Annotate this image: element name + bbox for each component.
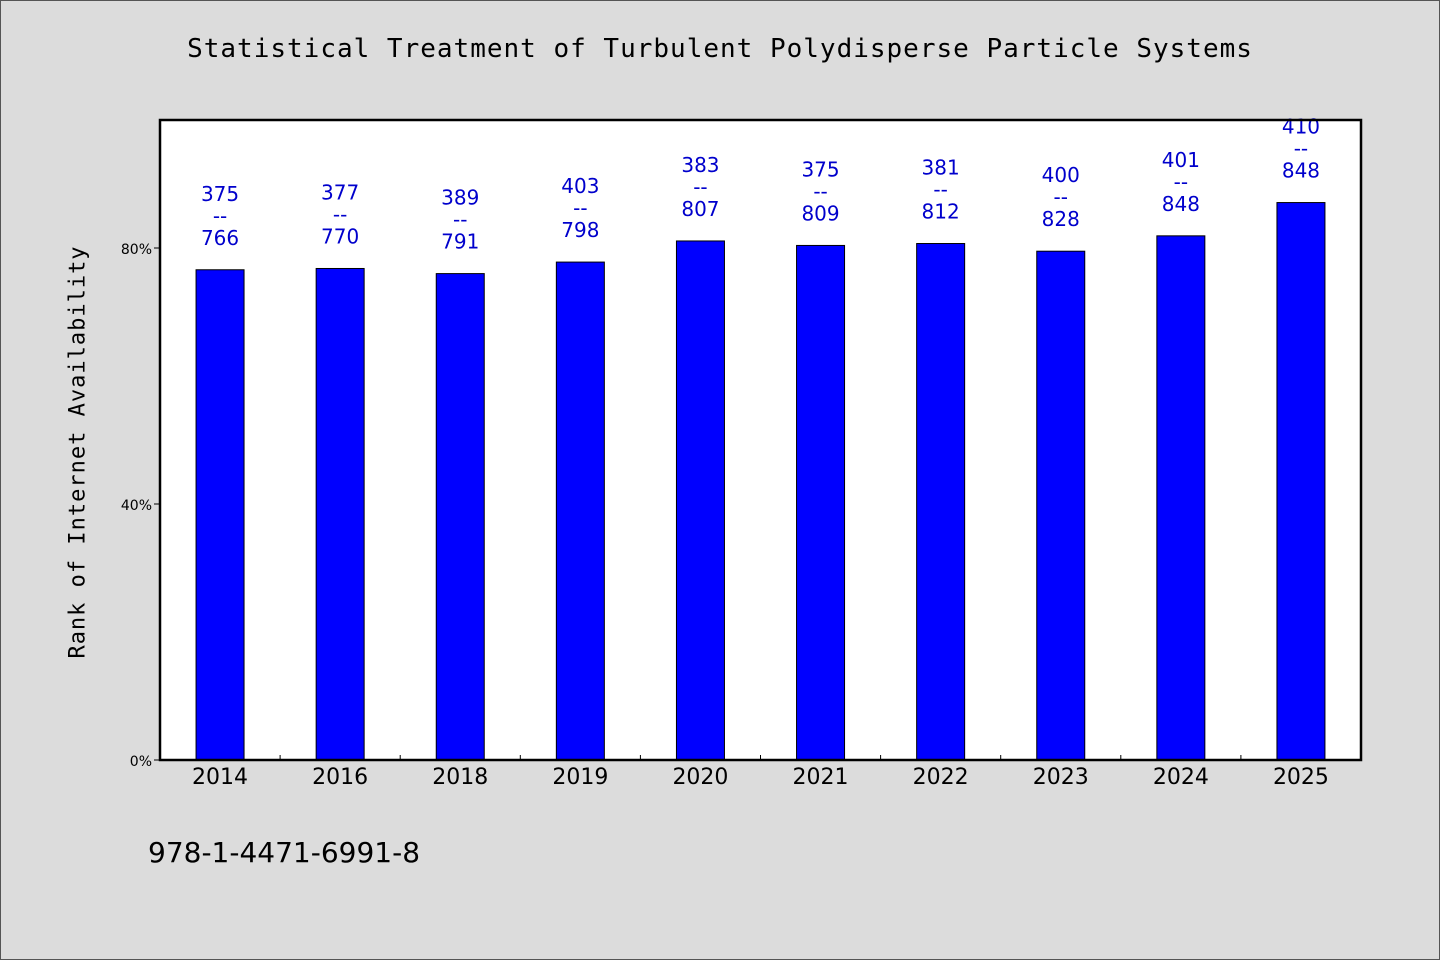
- data-label-top: 401: [1162, 148, 1200, 172]
- data-label-top: 381: [922, 156, 960, 180]
- data-label-bottom: 828: [1042, 207, 1080, 231]
- bar-2019: [555, 261, 605, 761]
- bar-2021: [796, 244, 846, 761]
- x-tick-label: 2014: [192, 765, 248, 790]
- data-label-separator: --: [453, 208, 467, 232]
- data-label-bottom: 770: [321, 224, 359, 248]
- data-label-bottom: 812: [922, 200, 960, 224]
- data-label-bottom: 791: [441, 230, 479, 254]
- data-label-bottom: 798: [561, 218, 599, 242]
- data-label-bottom: 848: [1162, 192, 1200, 216]
- bar-2014: [195, 269, 245, 761]
- data-label-top: 383: [681, 153, 719, 177]
- x-tick-label: 2023: [1033, 765, 1089, 790]
- bar-2025: [1276, 202, 1326, 761]
- data-label-top: 375: [801, 157, 839, 181]
- x-tick-label: 2024: [1153, 765, 1209, 790]
- data-label-separator: --: [1294, 137, 1308, 161]
- x-tick-label: 2020: [672, 765, 728, 790]
- data-label-separator: --: [213, 204, 227, 228]
- bar-2018: [435, 273, 485, 761]
- bar-2020: [675, 240, 725, 761]
- data-label-bottom: 807: [681, 197, 719, 221]
- x-tick-label: 2019: [552, 765, 608, 790]
- isbn-text: 978-1-4471-6991-8: [148, 836, 421, 869]
- data-label-separator: --: [573, 196, 587, 220]
- data-label-top: 389: [441, 186, 479, 210]
- data-label-top: 403: [561, 174, 599, 198]
- data-label-top: 410: [1282, 115, 1320, 139]
- data-label-bottom: 766: [201, 226, 239, 250]
- x-tick-label: 2025: [1273, 765, 1329, 790]
- y-tick-label: 80%: [121, 242, 152, 258]
- x-tick-label: 2021: [793, 765, 849, 790]
- chart-title: Statistical Treatment of Turbulent Polyd…: [187, 34, 1253, 64]
- data-label-separator: --: [933, 178, 947, 202]
- data-label-bottom: 848: [1282, 159, 1320, 183]
- bar-2023: [1036, 250, 1086, 761]
- x-tick-label: 2016: [312, 765, 368, 790]
- data-label-separator: --: [1174, 170, 1188, 194]
- x-tick-label: 2022: [913, 765, 969, 790]
- data-label-separator: --: [1054, 185, 1068, 209]
- data-label-top: 377: [321, 180, 359, 204]
- data-label-top: 375: [201, 182, 239, 206]
- data-label-top: 400: [1042, 163, 1080, 187]
- y-tick-label: 40%: [121, 498, 152, 514]
- bar-2022: [916, 243, 966, 761]
- y-tick-label: 0%: [130, 754, 152, 770]
- data-label-separator: --: [693, 175, 707, 199]
- y-axis-label: Rank of Internet Availability: [65, 245, 91, 659]
- data-label-separator: --: [813, 179, 827, 203]
- data-label-bottom: 809: [801, 201, 839, 225]
- bar-2016: [315, 267, 365, 761]
- x-tick-label: 2018: [432, 765, 488, 790]
- data-label-separator: --: [333, 202, 347, 226]
- bar-2024: [1156, 235, 1206, 761]
